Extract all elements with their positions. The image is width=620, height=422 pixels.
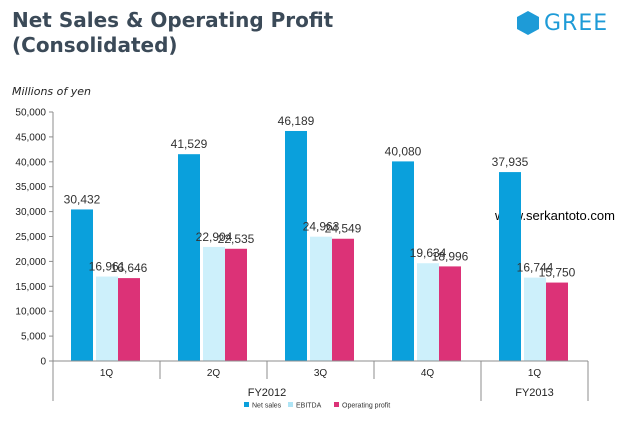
data-label-operating-profit: 24,549 [325,222,362,236]
x-tick-label: 4Q [421,368,435,379]
data-label-operating-profit: 16,646 [111,261,148,275]
y-tick-label: 30,000 [15,207,46,218]
data-label-ebitda: 16,961 [89,260,126,274]
y-tick-label: 0 [40,357,46,368]
legend-swatch [288,402,293,407]
bar-ebitda [96,276,118,361]
hexagon-icon [517,11,539,35]
bar-ebitda [310,236,332,361]
data-label-net-sales: 41,529 [171,137,208,151]
bar-operating-profit [225,248,247,361]
x-tick-label: 2Q [207,368,221,379]
data-label-ebitda: 16,744 [517,261,554,275]
y-tick-label: 50,000 [15,108,46,119]
data-label-ebitda: 24,963 [303,220,340,234]
y-tick-label: 20,000 [15,257,46,268]
x-group-label: FY2012 [248,387,287,399]
y-axis-unit-label: Millions of yen [12,85,91,98]
bar-net-sales [71,209,93,361]
bar-ebitda [524,277,546,361]
data-label-ebitda: 22,904 [196,230,233,244]
data-label-operating-profit: 22,535 [218,232,255,246]
legend-entry: Net sales [252,403,282,410]
bar-ebitda [417,263,439,361]
x-group-label: FY2013 [515,387,554,399]
x-tick-label: 1Q [100,368,114,379]
gree-logo: GREE [516,10,608,36]
title-line-2: (Consolidated) [12,33,178,57]
y-tick-label: 5,000 [21,332,46,343]
legend-swatch [244,402,249,407]
bar-operating-profit [546,282,568,361]
bar-ebitda [203,246,225,361]
title-line-1: Net Sales & Operating Profit [12,8,334,32]
data-label-ebitda: 19,634 [410,246,447,260]
data-label-net-sales: 30,432 [64,192,101,206]
bar-operating-profit [439,266,461,361]
bar-net-sales [178,154,200,361]
legend-entry: Operating profit [342,403,390,410]
data-label-net-sales: 40,080 [385,144,422,158]
bar-net-sales [499,172,521,361]
x-tick-label: 3Q [314,368,328,379]
x-tick-label: 1Q [528,368,542,379]
watermark: www.serkantoto.com [495,208,615,223]
y-tick-label: 40,000 [15,157,46,168]
data-label-operating-profit: 18,996 [432,249,469,263]
y-tick-label: 35,000 [15,182,46,193]
bar-operating-profit [332,238,354,361]
data-label-operating-profit: 15,750 [539,266,576,280]
y-tick-label: 10,000 [15,307,46,318]
bar-net-sales [285,130,307,361]
data-label-net-sales: 46,189 [278,114,315,128]
legend-entry: EBITDA [296,403,322,410]
page-title: Net Sales & Operating Profit (Consolidat… [12,8,333,58]
y-tick-label: 45,000 [15,132,46,143]
y-tick-label: 25,000 [15,232,46,243]
y-tick-label: 15,000 [15,282,46,293]
data-label-net-sales: 37,935 [492,155,529,169]
logo-text: GREE [544,10,609,36]
legend-swatch [334,402,339,407]
bar-net-sales [392,161,414,361]
bar-operating-profit [118,278,140,361]
